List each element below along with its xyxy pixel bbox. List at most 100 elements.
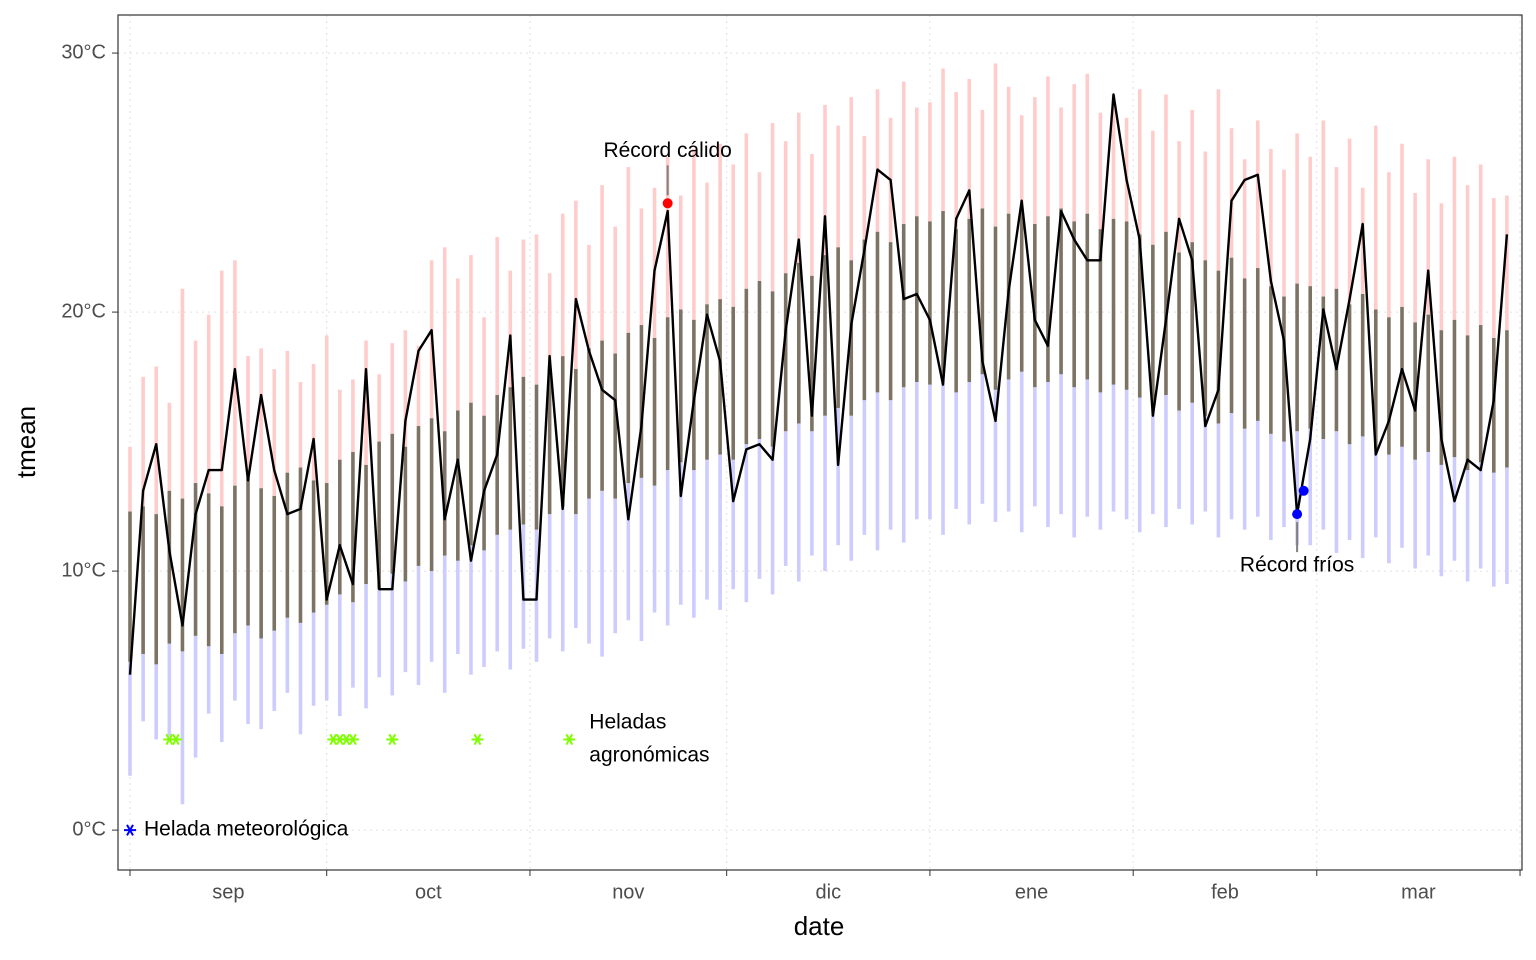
frost-stroke [165,733,174,746]
record-high-bar [206,314,211,494]
normal-range-bar [298,467,303,623]
record-high-bar [1216,89,1221,271]
record-low-bar [993,389,998,522]
record-low-bar [1229,413,1234,520]
record-high-bar [678,195,683,310]
record-high-bar [311,363,316,481]
record-low-bar [1505,467,1509,585]
normal-range-bar [1347,304,1352,445]
record-high-bar [1151,130,1155,245]
record-high-bar [954,91,958,230]
record-low-bar [639,477,644,642]
record-low-bar [1098,392,1103,530]
record-high-bar [1347,138,1352,305]
frost-mark [471,733,484,746]
normal-range-bar [246,477,250,626]
normal-range-bar [915,216,919,383]
record-high-bar [1505,195,1509,331]
x-tick-label: mar [1401,881,1436,903]
record-high-bar [1387,172,1391,318]
record-high-bar [1439,203,1444,331]
normal-range-bar [193,483,198,636]
record-low-bar [324,604,329,701]
normal-range-bar [1124,221,1129,390]
record-low-bar [1151,405,1155,515]
normal-range-bar [1373,309,1378,450]
normal-range-bar [941,211,945,377]
normal-range-bar [141,506,145,654]
record-low-bar [1334,431,1339,553]
normal-range-bar [1478,325,1483,463]
frost-mark [563,733,576,746]
record-high-bar [141,376,145,507]
normal-range-bar [836,247,840,408]
normal-range-bar [770,291,775,447]
record-low-bar [1164,394,1168,528]
frost-stroke [342,733,351,746]
record-low-bar [1177,410,1181,509]
normal-range-bar [954,229,958,393]
record-high-bar [731,164,736,307]
normal-range-bar [338,459,342,595]
record-low-bar [298,622,303,735]
record-high-bar [587,244,591,349]
record-low-bar [1400,446,1404,548]
record-low-bar [364,584,368,709]
record-low-bar [206,646,211,714]
record-high-bar [1059,107,1063,209]
panel-border [117,14,1523,871]
record-low-bar [888,400,893,530]
record-low-bar [1373,449,1378,538]
record-high-bar [1164,94,1168,232]
record-low-bar [1033,387,1037,507]
record-high-bar [1269,148,1273,287]
normal-range-bar [718,299,722,455]
normal-range-bar [1229,257,1234,414]
normal-range-bar [482,415,486,551]
record-high-bar [941,68,945,212]
record-high-bar [1019,115,1024,206]
record-low-bar [403,581,408,673]
normal-range-bar [1321,296,1326,440]
normal-range-bar [600,340,604,491]
record-high-bar [364,340,368,465]
record-low-bar [705,459,709,600]
record-high-bar [1255,120,1260,269]
normal-range-bar [547,366,552,515]
y-tick-label: 20°C [61,300,106,322]
frost-label: Helada meteorológica [144,818,349,841]
record-high-bar [915,107,919,217]
record-high-bar [1229,128,1234,258]
record-low-bar [1465,470,1470,582]
record-high-bar [574,200,578,370]
record-high-bar [508,270,513,388]
record-high-bar [993,63,998,227]
record-low-bar [180,651,185,805]
frost-mark [123,824,136,836]
normal-range-bar [154,514,159,665]
record-low-bar [626,483,631,621]
record-low-bar [678,462,683,605]
record-low-bar [915,382,919,520]
record-low-bar [954,392,958,509]
normal-range-bar [1203,260,1208,416]
record-low-bar [456,560,460,654]
normal-range-bar [967,218,972,383]
record-low-bar [1255,420,1260,517]
record-low-bar [1046,382,1050,528]
x-tick-label: dic [816,881,842,903]
record-high-bar [1085,73,1090,214]
record-low-bar [941,376,945,535]
record-low-bar [259,638,263,730]
record-low-bar [928,384,932,520]
record-low-bar [154,664,159,740]
record-high-bar [547,273,552,367]
record-low-bar [823,415,827,572]
record-low-bar [311,612,316,706]
record-high-bar [1203,151,1208,261]
frost-stroke [473,733,482,746]
normal-range-bar [1439,330,1444,465]
record-high-bar [560,213,565,357]
record-high-bar [1177,141,1181,253]
